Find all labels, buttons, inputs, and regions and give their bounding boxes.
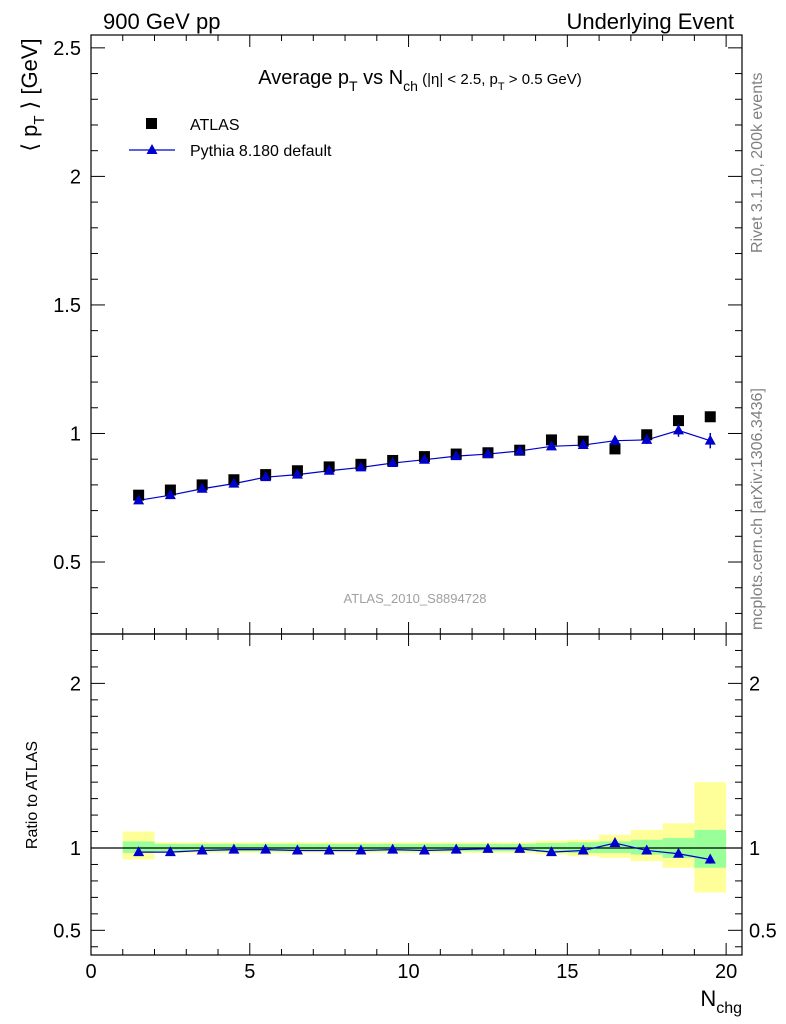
- title-cut-open: (|η| < 2.5, p: [418, 71, 498, 88]
- x-tick-label: 15: [556, 961, 578, 983]
- mc-ratio-point: [672, 847, 684, 858]
- mcplots-label: mcplots.cern.ch [arXiv:1306.3436]: [749, 388, 766, 630]
- mc-point: [482, 448, 494, 459]
- mc-point: [545, 440, 557, 451]
- analysis-id: ATLAS_2010_S8894728: [344, 591, 487, 606]
- data-point: [609, 443, 621, 455]
- mc-point: [355, 461, 367, 472]
- ratio-y-label: Ratio to ATLAS: [24, 741, 41, 849]
- title-vs-sub: ch: [403, 78, 418, 94]
- data-point: [672, 415, 684, 427]
- x-tick-label: 5: [244, 961, 255, 983]
- x-tick-label: 20: [715, 961, 737, 983]
- ratio-frame: [90, 633, 743, 956]
- legend-mc-marker: [146, 144, 158, 154]
- mc-ratio-point: [704, 853, 716, 864]
- ratio-y-tick-label-right: 2: [749, 673, 760, 695]
- main-y-label-close: ⟩ [GeV]: [17, 38, 42, 115]
- x-axis-label-sub: chg: [716, 1000, 742, 1017]
- mc-ratio-point: [164, 846, 176, 857]
- mc-ratio-point: [577, 844, 589, 855]
- header-left: 900 GeV pp: [103, 9, 220, 34]
- main-y-tick-label: 1.5: [53, 295, 81, 317]
- title-main: Average p: [258, 67, 349, 89]
- legend-data-marker: [146, 118, 157, 129]
- ratio-y-tick-label: 1: [70, 838, 81, 860]
- main-y-tick-label: 2: [70, 166, 81, 188]
- mc-ratio-point: [133, 846, 145, 857]
- legend-mc-label: Pythia 8.180 default: [190, 143, 332, 160]
- mc-ratio-point: [641, 844, 653, 855]
- main-y-label: ⟨ pT ⟩ [GeV]: [17, 38, 48, 151]
- mc-series-line: [138, 429, 711, 501]
- main-y-tick-label: 1: [70, 423, 81, 445]
- ratio-panel: 0 5 10 15 20 0.5 0.5 1 1 2 2: [53, 633, 777, 983]
- title-cut-sub: T: [498, 81, 505, 93]
- title-cut-close: > 0.5 GeV): [505, 71, 582, 88]
- mc-ratio-point: [418, 844, 430, 855]
- data-point: [704, 411, 716, 423]
- mc-point: [450, 450, 462, 461]
- header-right: Underlying Event: [566, 9, 734, 34]
- mc-ratio-point: [514, 842, 526, 853]
- mc-ratio-point: [450, 843, 462, 854]
- legend-data-label: ATLAS: [190, 117, 240, 134]
- x-tick-label: 10: [397, 961, 419, 983]
- mc-ratio-point: [482, 842, 494, 853]
- mc-ratio-point: [355, 844, 367, 855]
- mc-point: [641, 433, 653, 444]
- mc-point: [672, 424, 684, 435]
- mc-point: [323, 464, 335, 475]
- uncertainty-band-inner: [599, 841, 631, 853]
- rivet-label: Rivet 3.1.10, 200k events: [749, 72, 766, 253]
- mc-ratio-point: [609, 837, 621, 848]
- mc-ratio-point: [228, 843, 240, 854]
- mc-point: [704, 434, 716, 445]
- mc-point: [260, 471, 272, 482]
- mc-ratio-point: [387, 843, 399, 854]
- mc-point: [387, 457, 399, 468]
- mc-point: [418, 453, 430, 464]
- main-frame: [90, 34, 743, 635]
- ratio-y-tick-label-right: 1: [749, 838, 760, 860]
- mc-ratio-point: [196, 844, 208, 855]
- mc-point: [514, 444, 526, 455]
- x-axis-label: Nchg: [700, 986, 742, 1017]
- x-axis-label-main: N: [700, 986, 716, 1011]
- x-tick-label: 0: [85, 961, 96, 983]
- ratio-y-tick-label: 2: [70, 673, 81, 695]
- title-main-sub: T: [349, 78, 358, 94]
- main-y-label-sub: T: [31, 115, 48, 124]
- mc-point: [291, 468, 303, 479]
- mc-point: [133, 494, 145, 505]
- main-y-tick-label: 2.5: [53, 38, 81, 60]
- title-vs: vs N: [358, 67, 404, 89]
- legend: ATLAS Pythia 8.180 default: [129, 117, 332, 160]
- mc-ratio-point: [323, 844, 335, 855]
- plot-title: Average pT vs Nch (|η| < 2.5, pT > 0.5 G…: [258, 67, 582, 94]
- mc-point: [228, 477, 240, 488]
- main-y-label-open: ⟨ p: [17, 125, 42, 152]
- main-y-tick-label: 0.5: [53, 552, 81, 574]
- mc-ratio-point: [260, 843, 272, 854]
- ratio-y-tick-label: 0.5: [53, 920, 81, 942]
- mc-point: [196, 482, 208, 493]
- mc-ratio-point: [291, 844, 303, 855]
- mc-point: [609, 434, 621, 445]
- mc-point: [577, 439, 589, 450]
- mc-point: [164, 489, 176, 500]
- mc-ratio-point: [545, 846, 557, 857]
- ratio-y-tick-label-right: 0.5: [749, 920, 777, 942]
- data-point: [545, 434, 557, 446]
